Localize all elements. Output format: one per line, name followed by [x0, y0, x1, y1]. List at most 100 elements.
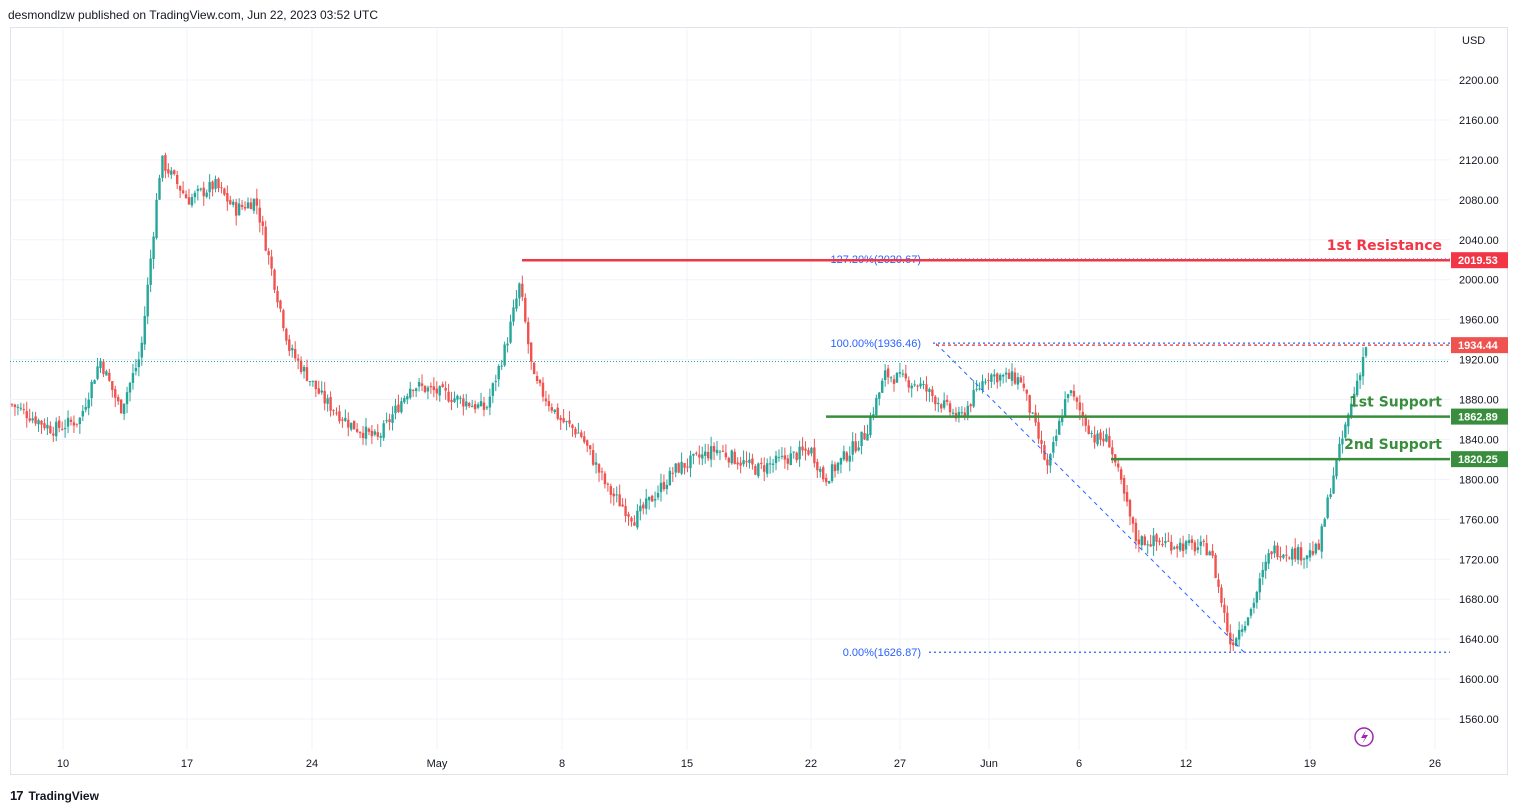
candle-body	[344, 417, 347, 422]
candle-body	[783, 455, 787, 460]
level-tag	[1451, 408, 1508, 425]
candle-body	[771, 463, 775, 465]
candle-body	[1199, 541, 1203, 546]
candle-body	[31, 418, 34, 421]
candle-body	[975, 388, 978, 390]
candle-body	[798, 446, 801, 460]
candle-body	[229, 200, 232, 205]
candle-body	[550, 407, 554, 411]
candle-body	[155, 199, 158, 238]
candle-body	[116, 397, 120, 402]
y-tick-label: 1840.00	[1459, 434, 1499, 446]
candle-body	[403, 397, 406, 403]
candle-body	[1019, 377, 1023, 383]
candle-body	[524, 297, 527, 322]
candle-body	[866, 433, 869, 441]
candle-body	[603, 473, 607, 485]
candle-body	[656, 492, 660, 498]
y-tick-label: 1560.00	[1459, 714, 1499, 726]
candle-body	[282, 310, 285, 329]
candle-body	[574, 428, 577, 435]
candle-body	[149, 258, 152, 285]
candle-body	[414, 388, 418, 392]
candle-body	[922, 383, 925, 385]
candle-body	[668, 470, 672, 486]
lightning-icon[interactable]	[1354, 727, 1374, 747]
candle-body	[1063, 399, 1067, 417]
candle-body	[1176, 546, 1179, 549]
candle-body	[527, 322, 530, 345]
current-price-tag	[1451, 337, 1508, 354]
candle-body	[243, 206, 247, 209]
candle-body	[636, 510, 639, 528]
candle-body	[683, 463, 686, 468]
candle-body	[727, 458, 731, 463]
candle-body	[22, 409, 25, 411]
candle-body	[1223, 604, 1226, 613]
candle-body	[777, 457, 781, 459]
candles	[10, 152, 1368, 652]
candle-body	[659, 482, 663, 492]
candle-body	[904, 373, 908, 379]
candle-body	[1235, 638, 1238, 646]
candle-body	[341, 419, 344, 421]
candle-body	[951, 412, 955, 414]
candle-body	[706, 452, 710, 459]
x-tick-label: 15	[681, 758, 693, 770]
candle-body	[338, 411, 341, 422]
candle-body	[544, 398, 548, 402]
candle-body	[258, 207, 261, 223]
candle-body	[93, 380, 96, 384]
candle-body	[158, 177, 161, 200]
candle-body	[119, 399, 123, 414]
candle-body	[1149, 544, 1152, 547]
candle-body	[535, 376, 539, 382]
candle-body	[276, 290, 279, 303]
candle-body	[190, 197, 194, 206]
candle-body	[170, 170, 173, 175]
candle-body	[1243, 625, 1247, 631]
candle-body	[450, 399, 453, 403]
candle-body	[701, 454, 704, 459]
candle-body	[1246, 617, 1250, 626]
candle-body	[940, 404, 943, 409]
candle-body	[491, 383, 495, 396]
candle-body	[966, 405, 969, 418]
levels: 127.20%(2020.67)100.00%(1936.46)0.00%(16…	[10, 238, 1508, 659]
candle-body	[754, 466, 757, 475]
candle-body	[594, 462, 598, 465]
candle-body	[1146, 544, 1149, 546]
candle-body	[1226, 612, 1229, 632]
candle-body	[704, 451, 707, 456]
candle-body	[426, 387, 430, 392]
candle-body	[895, 372, 899, 383]
candle-body	[102, 361, 105, 375]
level-label: 1st Support	[1349, 395, 1442, 411]
candle-body	[1072, 390, 1076, 397]
candle-body	[801, 446, 804, 451]
candle-body	[1013, 372, 1017, 384]
candle-body	[1255, 591, 1259, 603]
candle-body	[1158, 540, 1161, 543]
candle-body	[1058, 420, 1061, 435]
y-tick-label: 2080.00	[1459, 195, 1499, 207]
candle-body	[810, 447, 813, 454]
candle-body	[562, 418, 565, 423]
candle-body	[485, 407, 489, 409]
candle-body	[382, 423, 385, 438]
candle-body	[816, 461, 819, 471]
candle-body	[335, 412, 338, 414]
candle-body	[444, 387, 447, 391]
level-tag-text: 2019.53	[1458, 255, 1498, 267]
candle-body	[1326, 497, 1329, 518]
candle-body	[1364, 347, 1368, 356]
candle-body	[1031, 412, 1034, 414]
candle-body	[13, 404, 17, 408]
candle-body	[34, 416, 37, 424]
candle-body	[296, 358, 300, 361]
y-tick-label: 1880.00	[1459, 395, 1499, 407]
footer: 17 TradingView	[10, 788, 99, 803]
candle-body	[1296, 547, 1300, 560]
candle-body	[379, 435, 382, 438]
